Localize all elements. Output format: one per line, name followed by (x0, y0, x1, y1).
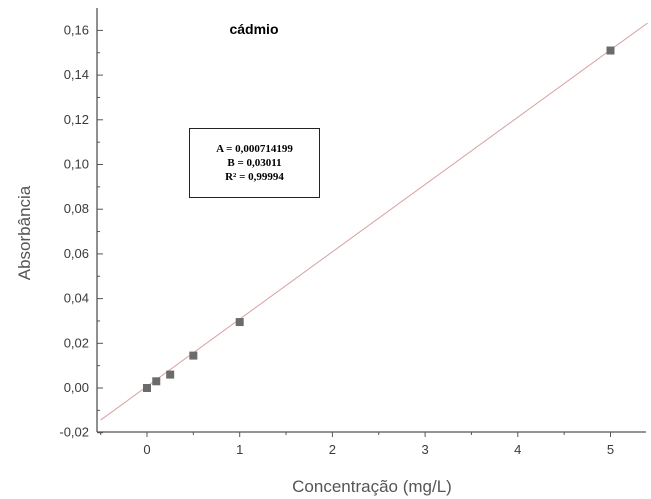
data-point (166, 370, 175, 379)
x-tick-label: 4 (514, 442, 521, 457)
stats-line-a: A = 0,000714199 (216, 143, 293, 155)
x-tick-label: 2 (329, 442, 336, 457)
y-tick-label: 0,08 (64, 201, 89, 216)
data-point (189, 351, 198, 360)
x-tick-label: 0 (143, 442, 150, 457)
y-tick-label: 0,04 (64, 291, 89, 306)
y-tick-label: 0,12 (64, 112, 89, 127)
plot-area: -0,02 0,00 0,02 0,04 0,06 0,08 0,10 0,12 0,14 0,1… (59, 8, 648, 457)
y-tick-label: 0,06 (64, 246, 89, 261)
y-tick-label: 0,02 (64, 335, 89, 350)
stats-line-r2: R² = 0,99994 (225, 171, 284, 183)
y-tick-label: 0,16 (64, 22, 89, 37)
regression-stats-box: A = 0,000714199 B = 0,03011 R² = 0,99994 (189, 128, 320, 198)
y-tick-label: 0,14 (64, 67, 89, 82)
y-tick-label: -0,02 (59, 425, 89, 440)
x-tick-label: 3 (421, 442, 428, 457)
x-axis-title: Concentração (mg/L) (292, 477, 452, 496)
data-point (143, 384, 151, 392)
stats-line-b: B = 0,03011 (227, 157, 282, 169)
data-point (152, 377, 161, 386)
data-point (235, 318, 244, 327)
fit-line (100, 22, 648, 421)
y-tick-label: 0,10 (64, 157, 89, 172)
x-tick-label: 1 (236, 442, 243, 457)
y-tick-label: 0,00 (64, 380, 89, 395)
y-axis-title: Absorbância (15, 185, 34, 280)
x-tick-label: 5 (607, 442, 614, 457)
chart-title: cádmio (229, 21, 278, 37)
data-point (606, 46, 615, 55)
